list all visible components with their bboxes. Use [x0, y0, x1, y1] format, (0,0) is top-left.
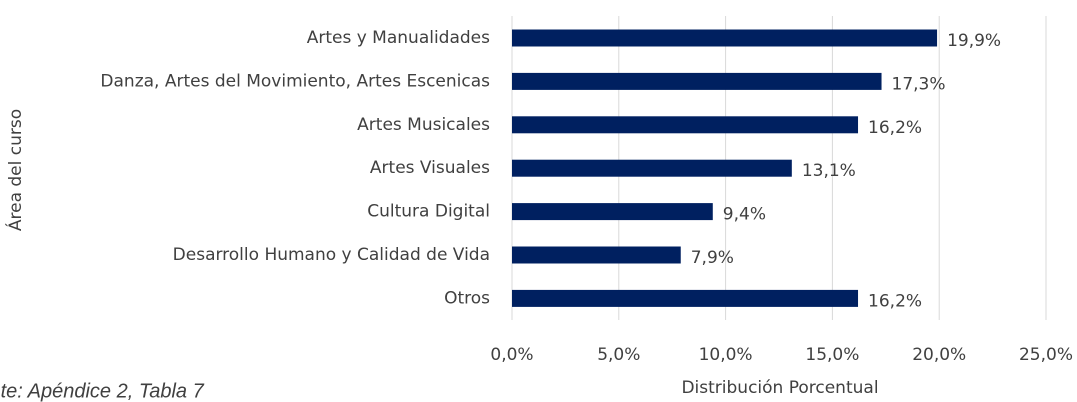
x-tick-label: 20,0%	[912, 345, 966, 365]
data-label: 13,1%	[802, 161, 856, 181]
data-label: 16,2%	[868, 291, 922, 311]
y-tick-label: Danza, Artes del Movimiento, Artes Escen…	[100, 71, 490, 91]
x-tick-label: 5,0%	[597, 345, 640, 365]
bar	[512, 29, 938, 47]
x-tick-label: 25,0%	[1019, 345, 1073, 365]
x-tick-label: 0,0%	[490, 345, 533, 365]
x-tick-label: 10,0%	[699, 345, 753, 365]
data-label: 19,9%	[947, 31, 1001, 51]
x-tick-label: 15,0%	[805, 345, 859, 365]
y-tick-label: Artes Musicales	[357, 115, 490, 135]
data-label: 7,9%	[691, 248, 734, 268]
bar	[512, 116, 859, 134]
bar	[512, 72, 882, 90]
y-tick-label: Artes Visuales	[370, 158, 490, 178]
y-axis-title: Área del curso	[4, 109, 26, 231]
y-tick-label: Cultura Digital	[367, 202, 490, 222]
y-tick-label: Otros	[444, 288, 490, 308]
bar	[512, 203, 713, 221]
data-label: 9,4%	[723, 205, 766, 225]
data-label: 17,3%	[892, 74, 946, 94]
x-axis-title: Distribución Porcentual	[681, 378, 878, 398]
bar	[512, 246, 681, 264]
bar	[512, 159, 792, 177]
y-tick-label: Desarrollo Humano y Calidad de Vida	[173, 245, 490, 265]
source-note: Fuente: Apéndice 2, Tabla 7	[0, 380, 205, 402]
data-label: 16,2%	[868, 118, 922, 138]
y-tick-label: Artes y Manualidades	[307, 28, 490, 48]
bar	[512, 289, 859, 307]
